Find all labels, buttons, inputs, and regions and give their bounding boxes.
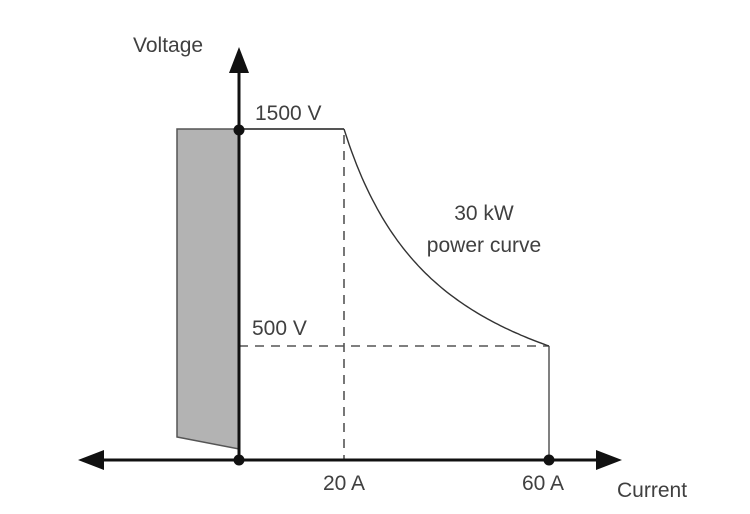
y-axis-label: Voltage [133,34,203,57]
dot-1500v [233,124,245,136]
x-axis-label: Current [617,479,687,502]
shaded-region [176,128,240,450]
x-axis-left-arrow-icon [78,450,104,470]
y-axis-arrow-icon [229,47,249,73]
dot-60a [543,454,555,466]
curve-label-power: 30 kW [454,202,514,225]
curve-label-text: power curve [427,234,541,257]
label-20a: 20 A [323,472,365,495]
label-1500v: 1500 V [255,102,322,125]
dot-origin [233,454,245,466]
power-curve [343,128,550,347]
x-axis-right-arrow-icon [596,450,622,470]
label-60a: 60 A [522,472,564,495]
label-500v: 500 V [252,317,307,340]
